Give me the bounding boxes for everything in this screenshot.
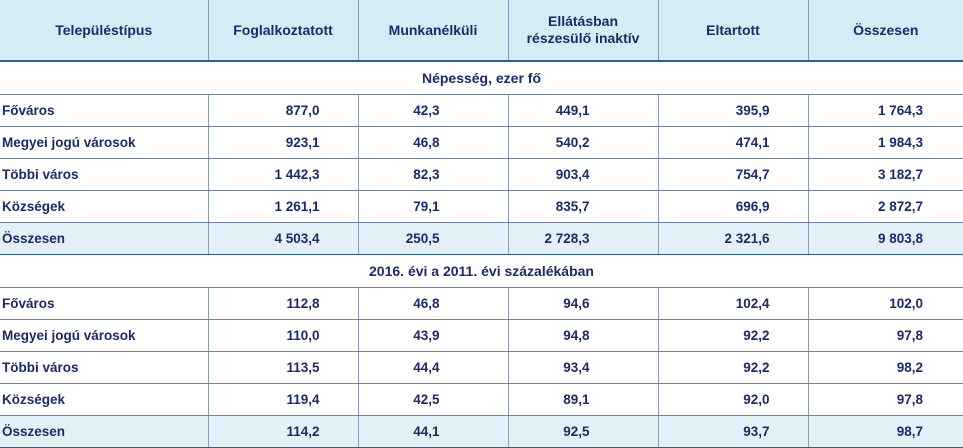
header-unemployed: Munkanélküli <box>358 0 509 62</box>
cell-unemployed: 46,8 <box>358 126 509 159</box>
cell-dependent: 92,2 <box>658 319 809 352</box>
cell-dependent: 474,1 <box>658 126 809 159</box>
cell-employed: 119,4 <box>208 383 359 416</box>
cell-unemployed: 79,1 <box>358 190 509 223</box>
cell-unemployed: 43,9 <box>358 319 509 352</box>
cell-dependent: 93,7 <box>658 415 809 448</box>
cell-inactive: 93,4 <box>508 351 659 384</box>
cell-total: 97,8 <box>808 383 963 416</box>
cell-employed: 1 261,1 <box>208 190 359 223</box>
cell-total: 98,2 <box>808 351 963 384</box>
cell-total: 3 182,7 <box>808 158 963 191</box>
cell-inactive: 903,4 <box>508 158 659 191</box>
header-settlement-type: Településtípus <box>0 0 209 62</box>
cell-employed: 114,2 <box>208 415 359 448</box>
row-label: Főváros <box>0 94 209 127</box>
table-row: Főváros 112,8 46,8 94,6 102,4 102,0 <box>0 287 963 320</box>
section-title: 2016. évi a 2011. évi százalékában <box>0 254 963 288</box>
row-label: Községek <box>0 190 209 223</box>
cell-inactive: 94,8 <box>508 319 659 352</box>
cell-total: 1 764,3 <box>808 94 963 127</box>
cell-unemployed: 250,5 <box>358 222 509 255</box>
header-row: Településtípus Foglalkoztatott Munkanélk… <box>0 0 963 62</box>
cell-employed: 110,0 <box>208 319 359 352</box>
row-label: Összesen <box>0 222 209 255</box>
cell-unemployed: 82,3 <box>358 158 509 191</box>
cell-employed: 923,1 <box>208 126 359 159</box>
row-label: Többi város <box>0 351 209 384</box>
cell-total: 98,7 <box>808 415 963 448</box>
cell-employed: 113,5 <box>208 351 359 384</box>
section-header-row: 2016. évi a 2011. évi százalékában <box>0 254 963 288</box>
section-header-row: Népesség, ezer fő <box>0 61 963 95</box>
cell-inactive: 89,1 <box>508 383 659 416</box>
cell-total: 102,0 <box>808 287 963 320</box>
cell-unemployed: 44,4 <box>358 351 509 384</box>
cell-total: 2 872,7 <box>808 190 963 223</box>
table-row: Főváros 877,0 42,3 449,1 395,9 1 764,3 <box>0 94 963 127</box>
table-row: Többi város 1 442,3 82,3 903,4 754,7 3 1… <box>0 158 963 191</box>
section-title: Népesség, ezer fő <box>0 61 963 95</box>
header-inactive: Ellátásban részesülő inaktív <box>508 0 659 62</box>
cell-dependent: 92,0 <box>658 383 809 416</box>
header-employed: Foglalkoztatott <box>208 0 359 62</box>
cell-inactive: 2 728,3 <box>508 222 659 255</box>
cell-inactive: 449,1 <box>508 94 659 127</box>
row-label: Megyei jogú városok <box>0 319 209 352</box>
cell-inactive: 92,5 <box>508 415 659 448</box>
cell-inactive: 94,6 <box>508 287 659 320</box>
row-label: Összesen <box>0 415 209 448</box>
table-row: Többi város 113,5 44,4 93,4 92,2 98,2 <box>0 351 963 384</box>
cell-dependent: 102,4 <box>658 287 809 320</box>
total-row: Összesen 4 503,4 250,5 2 728,3 2 321,6 9… <box>0 222 963 255</box>
cell-inactive: 835,7 <box>508 190 659 223</box>
cell-unemployed: 44,1 <box>358 415 509 448</box>
row-label: Megyei jogú városok <box>0 126 209 159</box>
cell-dependent: 2 321,6 <box>658 222 809 255</box>
table-row: Megyei jogú városok 923,1 46,8 540,2 474… <box>0 126 963 159</box>
table-row: Megyei jogú városok 110,0 43,9 94,8 92,2… <box>0 319 963 352</box>
cell-unemployed: 42,5 <box>358 383 509 416</box>
header-total: Összesen <box>808 0 963 62</box>
cell-dependent: 754,7 <box>658 158 809 191</box>
row-label: Községek <box>0 383 209 416</box>
cell-dependent: 395,9 <box>658 94 809 127</box>
cell-total: 97,8 <box>808 319 963 352</box>
cell-total: 9 803,8 <box>808 222 963 255</box>
cell-employed: 1 442,3 <box>208 158 359 191</box>
cell-total: 1 984,3 <box>808 126 963 159</box>
row-label: Többi város <box>0 158 209 191</box>
table-row: Községek 1 261,1 79,1 835,7 696,9 2 872,… <box>0 190 963 223</box>
cell-unemployed: 42,3 <box>358 94 509 127</box>
cell-dependent: 696,9 <box>658 190 809 223</box>
cell-employed: 877,0 <box>208 94 359 127</box>
table-row: Községek 119,4 42,5 89,1 92,0 97,8 <box>0 383 963 416</box>
cell-employed: 112,8 <box>208 287 359 320</box>
row-label: Főváros <box>0 287 209 320</box>
cell-dependent: 92,2 <box>658 351 809 384</box>
header-dependent: Eltartott <box>658 0 809 62</box>
cell-employed: 4 503,4 <box>208 222 359 255</box>
total-row: Összesen 114,2 44,1 92,5 93,7 98,7 <box>0 415 963 448</box>
cell-unemployed: 46,8 <box>358 287 509 320</box>
cell-inactive: 540,2 <box>508 126 659 159</box>
